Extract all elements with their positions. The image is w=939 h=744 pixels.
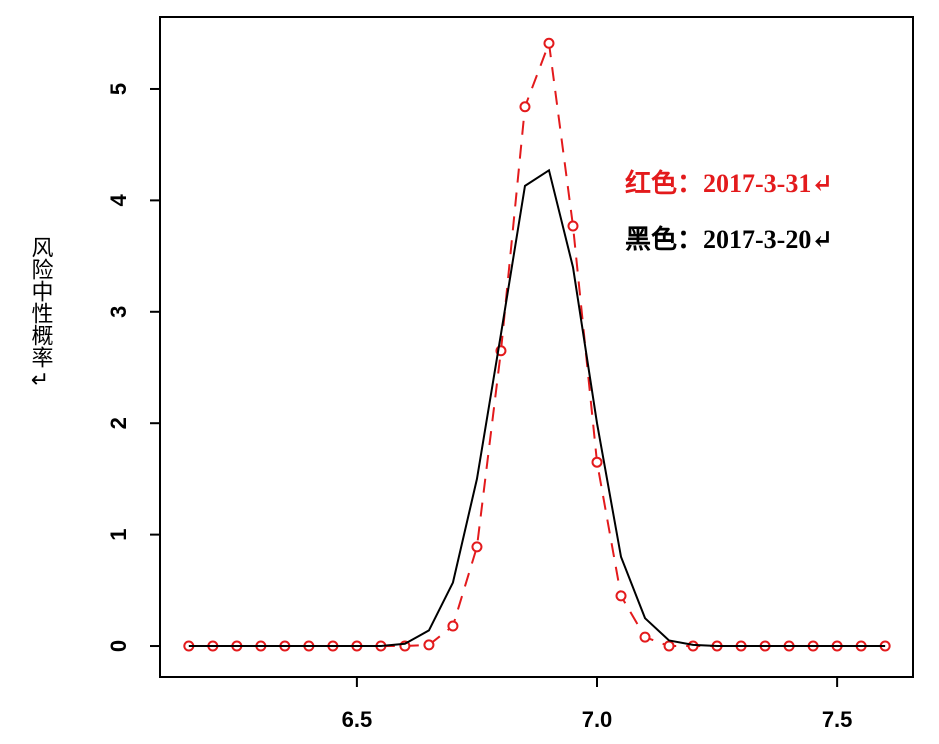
y-tick-label: 2: [106, 417, 131, 429]
legend-entry: 红色：2017-3-31↵: [625, 168, 833, 198]
y-tick-label: 1: [106, 528, 131, 540]
y-tick-label: 3: [106, 306, 131, 318]
y-tick-label: 5: [106, 83, 131, 95]
plot-frame: [159, 16, 914, 678]
data-point: [567, 220, 579, 232]
data-point: [447, 620, 459, 632]
data-point: [663, 640, 675, 652]
x-tick-label: 6.5: [342, 707, 373, 732]
data-point: [639, 631, 651, 643]
y-tick-label: 4: [106, 194, 131, 207]
x-tick-label: 7.0: [582, 707, 613, 732]
data-point: [423, 639, 435, 651]
series-line: [188, 168, 886, 648]
legend-entry: 黑色：2017-3-20↵: [625, 224, 833, 254]
data-point: [471, 541, 483, 553]
data-point: [543, 37, 555, 49]
y-axis-label: 风险中性概率↵: [28, 236, 54, 393]
y-tick-label: 0: [106, 640, 131, 652]
data-point: [615, 590, 627, 602]
data-point: [591, 456, 603, 468]
x-tick-label: 7.5: [822, 707, 853, 732]
series-line: [188, 42, 886, 648]
data-point: [519, 101, 531, 113]
